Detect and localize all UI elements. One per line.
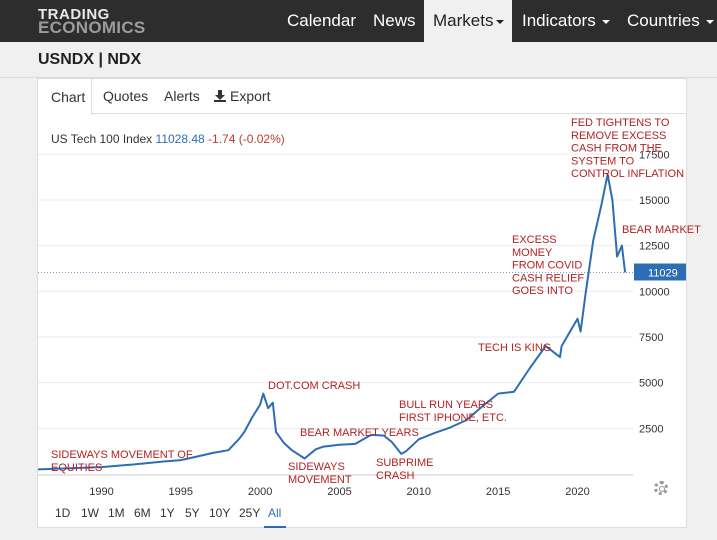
x-tick-label: 2015 bbox=[486, 486, 510, 498]
nav-markets[interactable]: Markets bbox=[424, 0, 512, 42]
annotation-subprime-crash: SUBPRIME CRASH bbox=[376, 457, 433, 482]
range-1y[interactable]: 1Y bbox=[160, 506, 175, 520]
chevron-down-icon bbox=[705, 19, 714, 24]
annotation-excess-money: EXCESS MONEY FROM COVID CASH RELIEF GOES INT… bbox=[512, 234, 584, 297]
x-tick-label: 2020 bbox=[565, 486, 589, 498]
chevron-down-icon bbox=[601, 19, 610, 24]
range-5y[interactable]: 5Y bbox=[185, 506, 200, 520]
y-axis: 2500 5000 7500 10000 12500 15000 17500 bbox=[639, 149, 670, 435]
chevron-down-icon bbox=[496, 19, 505, 24]
tab-quotes-label: Quotes bbox=[103, 88, 149, 104]
tab-export[interactable]: Export bbox=[214, 78, 270, 115]
page-title: USNDX | NDX bbox=[38, 51, 142, 68]
tab-chart-label: Chart bbox=[51, 89, 86, 105]
annotation-fed-tightens: FED TIGHTENS TO REMOVE EXCESS CASH FROM TH… bbox=[571, 117, 684, 180]
range-25y[interactable]: 25Y bbox=[239, 506, 261, 520]
series-line bbox=[37, 173, 627, 471]
tab-alerts[interactable]: Alerts bbox=[164, 78, 200, 115]
annotation-sideways-equities: SIDEWAYS MOVEMENT OF EQUITIES bbox=[51, 449, 193, 474]
price-change: -1.74 (-0.02%) bbox=[208, 132, 285, 146]
tab-quotes[interactable]: Quotes bbox=[103, 78, 148, 115]
x-tick-label: 2005 bbox=[327, 486, 351, 498]
x-tick-label: 1990 bbox=[89, 486, 113, 498]
active-range-indicator bbox=[264, 526, 286, 528]
chart-gridlines bbox=[38, 153, 633, 476]
range-all[interactable]: All bbox=[268, 506, 282, 520]
y-tick-label: 7500 bbox=[639, 332, 663, 344]
tab-export-label: Export bbox=[230, 88, 271, 104]
y-tick-label: 10000 bbox=[639, 286, 670, 298]
x-axis: 1990 1995 2000 2005 2010 2015 2020 bbox=[89, 486, 589, 498]
range-1w[interactable]: 1W bbox=[81, 506, 99, 520]
range-1m[interactable]: 1M bbox=[108, 506, 125, 520]
range-1d[interactable]: 1D bbox=[55, 506, 71, 520]
y-tick-label: 12500 bbox=[639, 241, 670, 253]
nav-calendar[interactable]: Calendar bbox=[287, 0, 356, 42]
instrument-name: US Tech 100 Index bbox=[51, 132, 153, 146]
annotation-bull-run: BULL RUN YEARS FIRST IPHONE, ETC. bbox=[399, 399, 507, 424]
nav-calendar-label: Calendar bbox=[287, 11, 356, 30]
download-icon bbox=[214, 90, 226, 102]
range-10y[interactable]: 10Y bbox=[209, 506, 231, 520]
annotation-bear-market: BEAR MARKET bbox=[622, 224, 701, 236]
chart-panel bbox=[37, 78, 687, 528]
nav-indicators[interactable]: Indicators bbox=[522, 0, 610, 42]
symbol-header bbox=[0, 42, 717, 78]
last-price: 11028.48 bbox=[155, 132, 205, 146]
x-tick-label: 1995 bbox=[169, 486, 193, 498]
nav-news[interactable]: News bbox=[373, 0, 416, 42]
nav-markets-label: Markets bbox=[433, 11, 494, 30]
nav-countries[interactable]: Countries bbox=[627, 0, 714, 42]
trading-economics-logo[interactable]: TRADING ECONOMICS bbox=[38, 6, 146, 37]
quote-summary: US Tech 100 Index 11028.48 -1.74 (-0.02%… bbox=[51, 132, 285, 146]
nav-countries-label: Countries bbox=[627, 11, 700, 30]
annotation-bear-market-years: BEAR MARKET YEARS bbox=[300, 427, 419, 439]
y-tick-label: 15000 bbox=[639, 195, 670, 207]
logo-line-1: TRADING bbox=[38, 6, 110, 23]
annotation-tech-is-king: TECH IS KING bbox=[478, 342, 551, 354]
tab-alerts-label: Alerts bbox=[164, 88, 200, 104]
chart-annotations: SIDEWAYS MOVEMENT OF EQUITIES DOT.COM CRAS… bbox=[51, 117, 701, 486]
last-value-badge: 11029 bbox=[634, 263, 686, 281]
x-tick-label: 2010 bbox=[407, 486, 431, 498]
annotation-dotcom-crash: DOT.COM CRASH bbox=[268, 380, 360, 392]
range-6m[interactable]: 6M bbox=[134, 506, 151, 520]
gear-icon[interactable] bbox=[654, 481, 668, 495]
tab-chart[interactable]: Chart bbox=[37, 78, 92, 115]
y-tick-label: 5000 bbox=[639, 378, 663, 390]
x-tick-label: 2000 bbox=[248, 486, 272, 498]
last-value-badge-text: 11029 bbox=[648, 267, 678, 279]
nav-news-label: News bbox=[373, 11, 416, 30]
y-tick-label: 2500 bbox=[639, 423, 663, 435]
annotation-sideways-movement: SIDEWAYS MOVEMENT bbox=[288, 461, 352, 486]
y-tick-label: 17500 bbox=[639, 149, 670, 161]
logo-line-2: ECONOMICS bbox=[38, 18, 146, 37]
top-navigation-bar: TRADING ECONOMICS Calendar News Markets … bbox=[0, 0, 717, 42]
nav-indicators-label: Indicators bbox=[522, 11, 596, 30]
tab-bar bbox=[37, 78, 687, 114]
